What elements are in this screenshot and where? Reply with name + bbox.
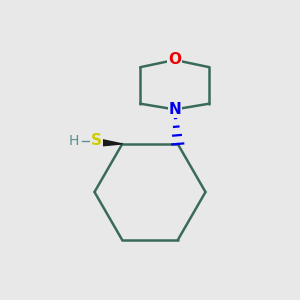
Text: S: S: [91, 134, 102, 148]
Text: O: O: [168, 52, 181, 68]
Polygon shape: [97, 139, 122, 146]
Text: H: H: [69, 134, 80, 148]
Text: N: N: [168, 102, 181, 117]
